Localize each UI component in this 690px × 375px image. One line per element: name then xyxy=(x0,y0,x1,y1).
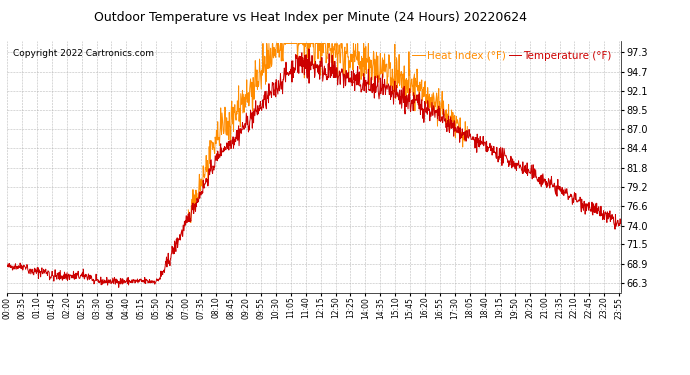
Temperature (°F) xyxy=(115,285,123,290)
Temperature (°F) xyxy=(491,149,499,154)
Line: Heat Index (°F): Heat Index (°F) xyxy=(188,44,467,222)
Temperature (°F) xyxy=(544,177,553,182)
Heat Index (°F) xyxy=(409,76,417,81)
Heat Index (°F) xyxy=(208,141,216,145)
Temperature (°F) xyxy=(411,93,419,98)
Legend: Heat Index (°F), Temperature (°F): Heat Index (°F), Temperature (°F) xyxy=(408,46,615,65)
Temperature (°F) xyxy=(617,220,625,225)
Temperature (°F) xyxy=(208,171,217,176)
Line: Temperature (°F): Temperature (°F) xyxy=(7,49,621,287)
Temperature (°F) xyxy=(304,46,313,51)
Temperature (°F) xyxy=(140,278,148,282)
Text: Outdoor Temperature vs Heat Index per Minute (24 Hours) 20220624: Outdoor Temperature vs Heat Index per Mi… xyxy=(94,11,527,24)
Temperature (°F) xyxy=(3,263,11,268)
Temperature (°F) xyxy=(125,279,133,284)
Text: Copyright 2022 Cartronics.com: Copyright 2022 Cartronics.com xyxy=(13,49,154,58)
